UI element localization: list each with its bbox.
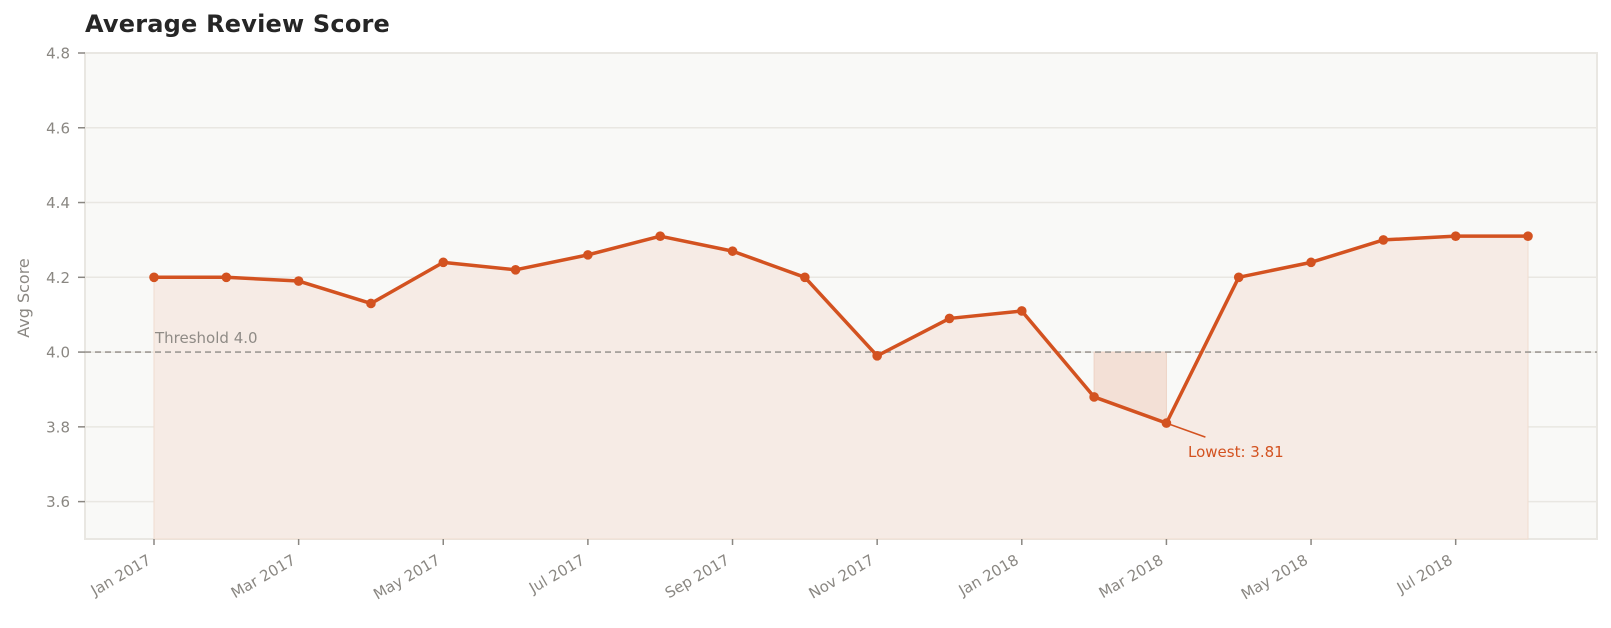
x-tick-label: May 2018 (1238, 551, 1311, 604)
threshold-label: Threshold 4.0 (154, 329, 258, 347)
data-point (510, 265, 521, 275)
data-line (154, 234, 1528, 425)
x-tick-label: Mar 2018 (1096, 551, 1167, 602)
x-tick-label: May 2017 (370, 551, 443, 604)
x-axis: Jan 2017 Mar 2017 May 2017 Jul 2017 Sep 2017… (87, 539, 1457, 604)
data-point (366, 298, 376, 309)
y-tick-label: 3.6 (46, 493, 70, 511)
x-tick-label: Jan 2018 (955, 551, 1022, 600)
x-tick-label: Nov 2017 (806, 551, 878, 603)
score-line (154, 234, 1528, 425)
annotation-pointer (1166, 422, 1206, 438)
data-point (1450, 231, 1461, 241)
y-tick-label: 4.6 (46, 119, 70, 137)
x-tick-label: Jan 2017 (87, 551, 154, 600)
chart-title: Average Review Score (85, 10, 391, 38)
y-axis: 3.6 3.8 4.0 4.2 4.4 4.6 4.8 (46, 45, 85, 511)
x-tick-label: Jul 2018 (1393, 551, 1456, 598)
data-point (438, 257, 449, 268)
x-tick-label: Sep 2017 (662, 551, 733, 602)
data-point (1089, 392, 1099, 402)
x-tick-label: Mar 2017 (228, 551, 299, 602)
data-point (293, 276, 304, 286)
x-tick-label: Jul 2017 (525, 551, 588, 598)
data-point (944, 313, 955, 324)
y-axis-label: Avg Score (14, 258, 33, 338)
data-point (583, 250, 593, 260)
data-point (1161, 418, 1172, 428)
data-point (1523, 231, 1533, 241)
data-point (149, 272, 159, 283)
data-point (727, 246, 738, 256)
data-point (1378, 235, 1389, 245)
y-tick-label: 4.0 (46, 344, 70, 362)
data-points (149, 231, 1533, 428)
y-tick-label: 4.4 (46, 194, 70, 212)
data-point (1306, 257, 1316, 268)
data-point (872, 351, 882, 361)
data-point (655, 231, 666, 241)
data-point (800, 272, 810, 283)
y-tick-label: 4.8 (46, 45, 70, 63)
y-tick-label: 3.8 (46, 418, 70, 436)
data-point (1016, 306, 1027, 316)
annotation-label: Lowest: 3.81 (1188, 443, 1284, 461)
data-point (1233, 272, 1244, 283)
y-tick-label: 4.2 (46, 269, 70, 287)
annotation (1166, 422, 1206, 438)
data-point (221, 272, 232, 283)
